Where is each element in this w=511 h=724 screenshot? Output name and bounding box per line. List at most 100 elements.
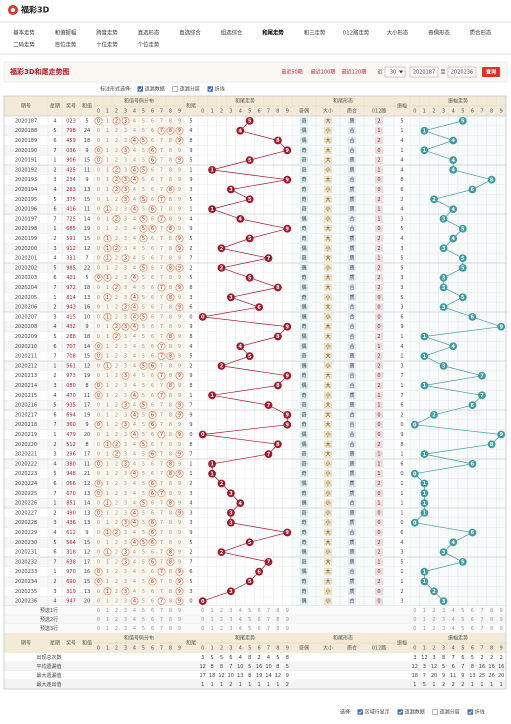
preselect-digit[interactable]: 7 [160,608,163,614]
preselect-digit[interactable]: 6 [471,626,474,632]
preselect-digit[interactable]: 0 [413,626,416,632]
checkbox-label[interactable]: 遗漏分层 [440,709,460,716]
preselect-digit[interactable]: 5 [461,626,464,632]
preselect-digit[interactable]: 8 [169,617,172,623]
preselect-digit[interactable]: 6 [151,608,154,614]
preselect-digit[interactable]: 6 [471,608,474,614]
preselect-digit[interactable]: 2 [432,608,435,614]
recent-link[interactable]: 最近120期 [342,69,367,76]
preselect-digit[interactable]: 9 [178,608,181,614]
preselect-digit[interactable]: 0 [413,608,416,614]
preselect-digit[interactable]: 3 [124,626,127,632]
preselect-digit[interactable]: 7 [160,626,163,632]
preselect-digit[interactable]: 6 [258,608,261,614]
preselect-digit[interactable]: 1 [423,617,426,623]
checkbox-label[interactable]: 遗漏分层 [180,86,200,93]
preselect-digit[interactable]: 9 [500,608,503,614]
preselect-digit[interactable]: 3 [229,617,232,623]
preselect-digit[interactable]: 2 [432,626,435,632]
preselect-digit[interactable]: 9 [500,617,503,623]
preselect-digit[interactable]: 1 [211,617,214,623]
preselect-digit[interactable]: 3 [124,617,127,623]
preselect-digit[interactable]: 8 [276,608,279,614]
preselect-digit[interactable]: 3 [229,626,232,632]
preselect-digit[interactable]: 6 [151,617,154,623]
query-button[interactable] [482,67,500,77]
preselect-digit[interactable]: 1 [211,608,214,614]
checkbox[interactable] [357,709,363,715]
preselect-digit[interactable]: 0 [201,608,204,614]
preselect-digit[interactable]: 9 [500,626,503,632]
preselect-digit[interactable]: 8 [276,626,279,632]
preselect-digit[interactable]: 5 [461,608,464,614]
preselect-digit[interactable]: 2 [220,626,223,632]
preselect-digit[interactable]: 4 [133,608,136,614]
preselect-digit[interactable]: 4 [239,608,242,614]
preselect-digit[interactable]: 7 [480,626,483,632]
preselect-digit[interactable]: 8 [169,626,172,632]
nav-link[interactable]: 大小形态 [387,29,409,37]
checkbox[interactable] [397,709,403,715]
preselect-digit[interactable]: 2 [432,617,435,623]
checkbox[interactable] [207,86,213,92]
preselect-digit[interactable]: 7 [267,626,270,632]
nav-link[interactable]: 二码走势 [13,41,35,49]
preselect-digit[interactable]: 0 [97,617,100,623]
preselect-digit[interactable]: 3 [442,617,445,623]
preselect-digit[interactable]: 4 [239,617,242,623]
preselect-digit[interactable]: 5 [248,617,251,623]
nav-link[interactable]: 和三走势 [304,29,326,37]
preselect-digit[interactable]: 4 [452,617,455,623]
checkbox-label[interactable]: 遗漏数据 [405,709,425,716]
preselect-digit[interactable]: 3 [442,626,445,632]
nav-link[interactable]: 奇偶形态 [428,29,450,37]
preselect-digit[interactable]: 3 [442,608,445,614]
preselect-digit[interactable]: 1 [423,608,426,614]
recent-link[interactable]: 最近50期 [281,69,302,76]
nav-link[interactable]: 直选形态 [138,29,160,37]
preselect-digit[interactable]: 5 [248,608,251,614]
preselect-digit[interactable]: 9 [178,626,181,632]
preselect-digit[interactable]: 3 [124,608,127,614]
preselect-digit[interactable]: 2 [220,608,223,614]
checkbox[interactable] [432,709,438,715]
preselect-digit[interactable]: 9 [286,626,289,632]
checkbox-label[interactable]: 折线 [475,709,485,716]
preselect-digit[interactable]: 7 [480,617,483,623]
preselect-digit[interactable]: 8 [490,608,493,614]
checkbox[interactable] [467,709,473,715]
preselect-digit[interactable]: 4 [133,617,136,623]
preselect-digit[interactable]: 0 [201,626,204,632]
nav-link[interactable]: 和尾走势 [261,29,284,37]
preselect-digit[interactable]: 1 [106,608,109,614]
nav-link[interactable]: 百位走势 [55,41,77,49]
nav-link[interactable]: 十位走势 [96,41,118,49]
preselect-digit[interactable]: 8 [490,626,493,632]
nav-link[interactable]: 012路走势 [343,29,370,37]
preselect-digit[interactable]: 0 [413,617,416,623]
nav-link[interactable]: 基本走势 [13,29,35,37]
preselect-digit[interactable]: 0 [97,626,100,632]
preselect-digit[interactable]: 2 [115,617,118,623]
preselect-digit[interactable]: 4 [239,626,242,632]
preselect-digit[interactable]: 8 [490,617,493,623]
preselect-digit[interactable]: 7 [480,608,483,614]
preselect-digit[interactable]: 6 [258,626,261,632]
preselect-digit[interactable]: 2 [115,626,118,632]
preselect-digit[interactable]: 9 [286,617,289,623]
preselect-digit[interactable]: 4 [133,626,136,632]
preselect-digit[interactable]: 6 [151,626,154,632]
checkbox-label[interactable]: 折线 [215,86,225,93]
preselect-digit[interactable]: 2 [220,617,223,623]
preselect-digit[interactable]: 6 [471,617,474,623]
preselect-digit[interactable]: 5 [248,626,251,632]
preselect-digit[interactable]: 2 [115,608,118,614]
period-select[interactable] [384,66,406,78]
checkbox-label[interactable]: 区域行显示 [365,709,390,716]
preselect-digit[interactable]: 5 [461,617,464,623]
to-input[interactable] [447,66,477,78]
preselect-digit[interactable]: 1 [106,626,109,632]
nav-link[interactable]: 组选综合 [221,29,243,37]
preselect-digit[interactable]: 1 [211,626,214,632]
preselect-digit[interactable]: 5 [142,608,145,614]
